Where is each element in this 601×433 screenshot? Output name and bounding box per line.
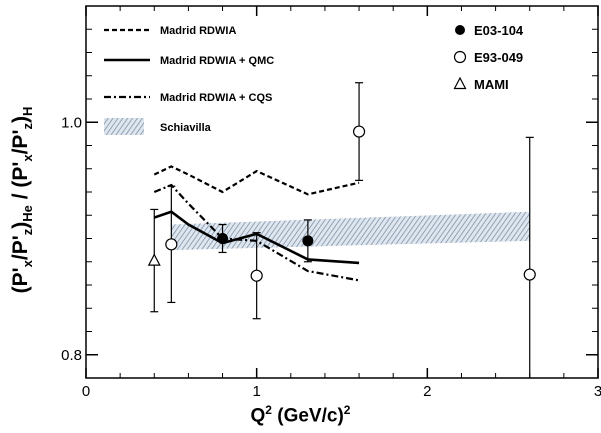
legend-label: Madrid RDWIA	[160, 25, 236, 37]
x-tick-label: 0	[82, 383, 90, 400]
schiavilla-band	[171, 211, 530, 251]
y-axis-label: (P'x/P'z)He / (P'x/P'z)H	[8, 106, 36, 294]
x-tick-label: 3	[594, 383, 601, 400]
legend-label: Schiavilla	[160, 122, 212, 134]
point-open-circle	[352, 125, 366, 138]
x-tick-label: 1	[252, 383, 260, 400]
y-axis-label-container: (P'x/P'z)He / (P'x/P'z)H	[2, 0, 42, 390]
y-tick-label: 1.0	[61, 114, 82, 131]
curve-dashed	[153, 165, 360, 196]
point-open-triangle	[147, 253, 161, 266]
legend-marker-filled-circle	[455, 25, 465, 35]
x-tick-label: 2	[423, 383, 431, 400]
legend-swatch-band	[104, 118, 144, 135]
y-tick-label: 0.8	[61, 347, 82, 364]
point-open-circle	[523, 268, 536, 281]
legend-label: Madrid RDWIA + CQS	[160, 92, 272, 104]
point-open-circle	[250, 269, 263, 282]
legend-label: Madrid RDWIA + QMC	[160, 55, 274, 67]
legend-marker-open-triangle	[453, 76, 467, 90]
point-filled-circle	[302, 235, 314, 247]
point-filled-circle	[217, 233, 229, 244]
legend-label: E03-104	[474, 23, 524, 38]
legend-label: MAMI	[474, 77, 509, 92]
point-open-circle	[165, 238, 178, 251]
legend-marker-open-circle	[453, 50, 467, 64]
legend-label: E93-049	[474, 50, 523, 65]
x-axis-label: Q2 (GeV/c)2	[250, 403, 351, 427]
